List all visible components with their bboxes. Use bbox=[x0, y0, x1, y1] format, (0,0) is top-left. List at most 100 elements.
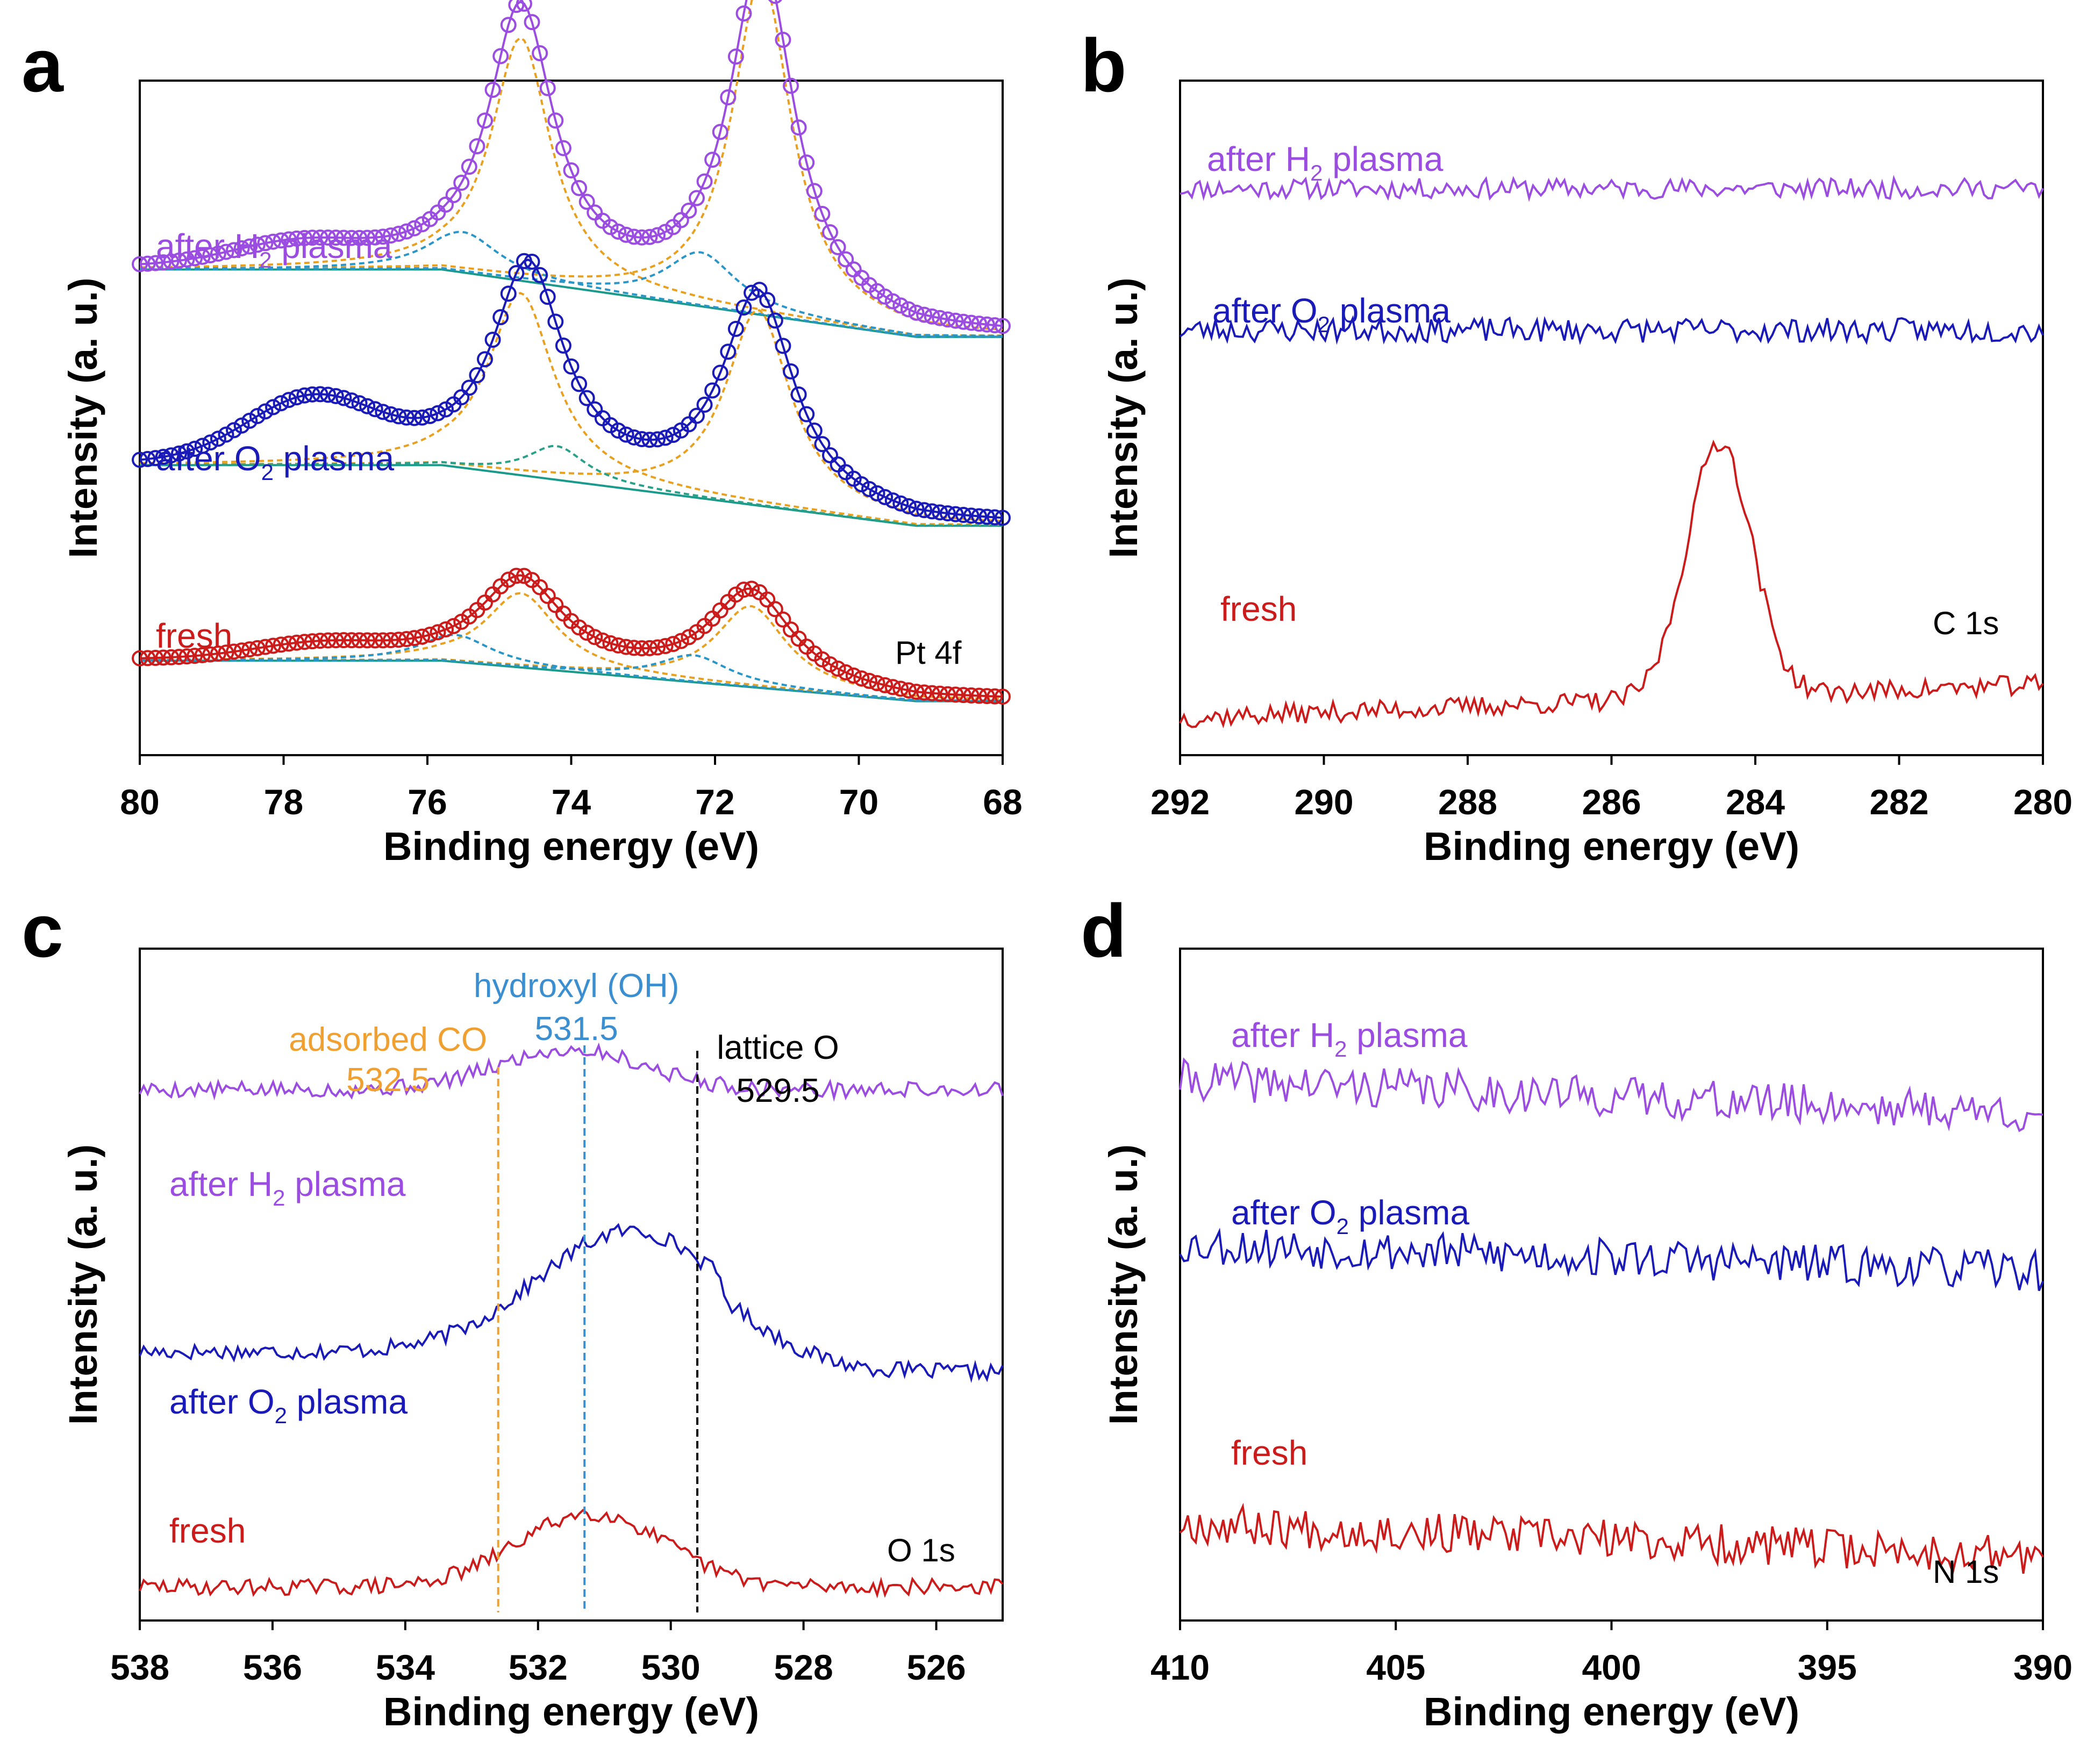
data-point bbox=[884, 679, 901, 695]
data-point bbox=[430, 405, 446, 421]
data-point bbox=[995, 510, 1011, 526]
series-fresh: fresh bbox=[139, 1509, 1004, 1598]
data-point bbox=[210, 645, 226, 662]
x-axis-title: Binding energy (eV) bbox=[1424, 824, 1799, 869]
data-point bbox=[147, 255, 164, 271]
data-point bbox=[178, 251, 195, 268]
data-point bbox=[406, 630, 423, 647]
data-point bbox=[822, 224, 838, 241]
data-point bbox=[187, 441, 203, 457]
data-point bbox=[571, 180, 588, 196]
data-point bbox=[657, 637, 674, 654]
data-point bbox=[170, 445, 187, 462]
data-point bbox=[477, 351, 493, 368]
series-label: after H2 plasma bbox=[169, 1165, 406, 1210]
x-tick-label: 526 bbox=[906, 1647, 966, 1687]
data-point bbox=[610, 422, 627, 439]
data-point bbox=[382, 632, 399, 648]
data-point bbox=[830, 661, 846, 677]
data-point bbox=[281, 392, 297, 408]
data-point bbox=[908, 304, 925, 321]
data-point bbox=[304, 386, 320, 403]
data-point bbox=[947, 506, 964, 522]
data-point bbox=[477, 112, 493, 129]
data-point bbox=[963, 314, 980, 331]
data-point bbox=[735, 299, 752, 316]
fit-component bbox=[139, 654, 1003, 702]
series-label: after O2 plasma bbox=[1212, 291, 1450, 337]
data-point bbox=[398, 630, 415, 647]
data-point bbox=[288, 230, 305, 247]
data-point bbox=[414, 628, 431, 645]
data-point bbox=[744, 580, 760, 597]
data-point bbox=[163, 447, 180, 464]
data-point bbox=[226, 422, 242, 439]
x-axis-title: Binding energy (eV) bbox=[1424, 1689, 1799, 1734]
data-point bbox=[649, 227, 666, 243]
data-point bbox=[955, 687, 972, 704]
data-point bbox=[955, 507, 972, 524]
data-point bbox=[414, 409, 431, 426]
data-point bbox=[978, 316, 995, 333]
series-label: fresh bbox=[1231, 1433, 1307, 1472]
data-point bbox=[688, 407, 705, 424]
core-level-label: N 1s bbox=[1933, 1554, 1999, 1590]
data-point bbox=[641, 228, 658, 245]
core-level-label: C 1s bbox=[1933, 605, 1999, 641]
data-point bbox=[908, 684, 925, 700]
data-point bbox=[995, 689, 1011, 705]
data-point bbox=[406, 220, 423, 236]
data-point bbox=[727, 586, 744, 603]
data-point bbox=[696, 173, 713, 190]
data-point bbox=[500, 571, 517, 588]
data-point bbox=[516, 253, 532, 269]
data-point bbox=[265, 399, 282, 415]
data-point bbox=[838, 664, 854, 680]
data-point bbox=[359, 230, 376, 246]
data-point bbox=[987, 317, 1003, 334]
data-point bbox=[132, 451, 148, 468]
data-point bbox=[241, 641, 258, 658]
data-point bbox=[226, 242, 242, 259]
data-point bbox=[241, 238, 258, 255]
data-point bbox=[351, 632, 368, 649]
x-tick-label: 538 bbox=[110, 1647, 169, 1687]
data-point bbox=[735, 5, 752, 22]
data-point bbox=[649, 431, 666, 448]
data-point bbox=[892, 680, 909, 697]
series-fresh: fresh bbox=[1179, 1433, 2044, 1576]
data-point bbox=[775, 338, 791, 354]
data-point bbox=[359, 632, 376, 649]
data-point bbox=[132, 256, 148, 273]
data-point bbox=[704, 382, 721, 399]
series-h2: after H2 plasma bbox=[132, 0, 1011, 338]
data-point bbox=[626, 429, 642, 446]
series-h2: after H2 plasma bbox=[139, 1042, 1004, 1210]
data-point bbox=[139, 255, 156, 272]
data-point bbox=[618, 639, 634, 655]
data-point bbox=[916, 502, 933, 519]
data-point bbox=[438, 196, 454, 213]
data-point bbox=[610, 223, 627, 240]
data-point bbox=[257, 403, 274, 420]
data-point bbox=[249, 408, 266, 425]
data-point bbox=[163, 649, 180, 665]
data-point bbox=[602, 635, 619, 651]
data-point bbox=[524, 253, 540, 270]
data-point bbox=[281, 231, 297, 248]
data-point bbox=[735, 582, 752, 598]
data-point bbox=[453, 175, 470, 191]
data-point bbox=[335, 230, 352, 246]
data-point bbox=[587, 401, 603, 418]
x-tick-label: 390 bbox=[2013, 1647, 2072, 1687]
data-point bbox=[343, 392, 360, 409]
data-point bbox=[461, 379, 477, 396]
data-point bbox=[578, 625, 595, 641]
data-point bbox=[688, 190, 705, 206]
panel-b: b 292 290 288 286 284 282 280 Binding energy (eV… bbox=[1081, 23, 2072, 869]
x-tick-label: 534 bbox=[376, 1647, 435, 1687]
data-point bbox=[900, 301, 917, 318]
x-tick-label: 68 bbox=[983, 782, 1022, 822]
data-point bbox=[768, 0, 782, 4]
data-point bbox=[375, 632, 391, 649]
